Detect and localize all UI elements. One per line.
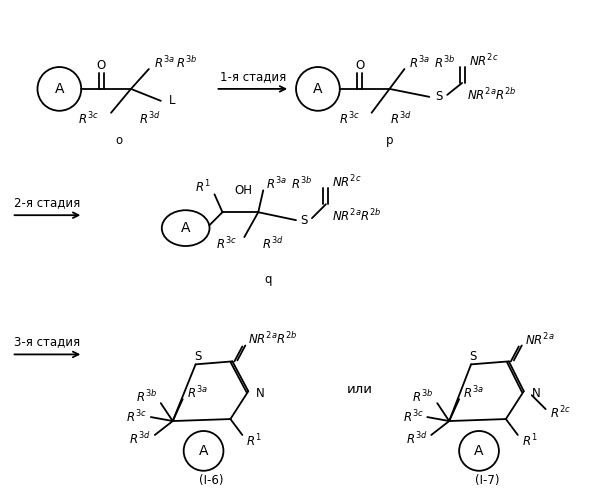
Text: S: S (470, 350, 477, 363)
Text: $R^{3a}$: $R^{3a}$ (410, 54, 430, 72)
Text: $R^{3d}$: $R^{3d}$ (129, 431, 151, 447)
Text: $R^{3d}$: $R^{3d}$ (262, 236, 284, 252)
Text: $NR^{2a}R^{2b}$: $NR^{2a}R^{2b}$ (467, 87, 516, 103)
Text: о: о (116, 134, 122, 147)
Text: A: A (199, 444, 208, 458)
Text: A: A (55, 82, 64, 96)
Text: OH: OH (235, 184, 252, 197)
Text: $R^{3a}$: $R^{3a}$ (463, 385, 484, 402)
Text: $R^{3b}$: $R^{3b}$ (291, 176, 312, 192)
Text: N: N (256, 386, 265, 400)
Text: 3-я стадия: 3-я стадия (15, 335, 81, 348)
Text: q: q (264, 274, 272, 286)
Text: $R^{3c}$: $R^{3c}$ (78, 110, 99, 127)
Text: $NR^{2a}$: $NR^{2a}$ (525, 331, 554, 348)
Text: $R^{3a}$: $R^{3a}$ (154, 54, 175, 72)
Text: $R^{2c}$: $R^{2c}$ (550, 405, 570, 421)
Text: $R^{3b}$: $R^{3b}$ (412, 389, 433, 405)
Text: $NR^{2a}R^{2b}$: $NR^{2a}R^{2b}$ (248, 332, 298, 347)
Text: $R^{3d}$: $R^{3d}$ (139, 111, 161, 126)
Text: $NR^{2c}$: $NR^{2c}$ (332, 174, 361, 190)
Text: $R^{3a}$: $R^{3a}$ (187, 385, 207, 402)
Text: $NR^{2a}R^{2b}$: $NR^{2a}R^{2b}$ (332, 208, 381, 224)
Text: $R^{3b}$: $R^{3b}$ (136, 389, 157, 405)
Text: N: N (531, 386, 541, 400)
Text: $R^{3c}$: $R^{3c}$ (339, 110, 360, 127)
Text: 2-я стадия: 2-я стадия (15, 196, 81, 209)
Text: $R^{3c}$: $R^{3c}$ (402, 409, 424, 426)
Text: $R^{3b}$: $R^{3b}$ (176, 55, 197, 71)
Text: S: S (300, 214, 307, 226)
Text: $R^{3b}$: $R^{3b}$ (435, 55, 455, 71)
Text: или: или (347, 382, 373, 396)
Text: $R^{3c}$: $R^{3c}$ (126, 409, 147, 426)
Text: (I-6): (I-6) (199, 474, 224, 487)
Text: р: р (386, 134, 393, 147)
Text: $R^{3d}$: $R^{3d}$ (406, 431, 427, 447)
Text: O: O (355, 58, 364, 71)
Text: $R^{3c}$: $R^{3c}$ (216, 236, 236, 252)
Text: S: S (194, 350, 201, 363)
Text: $R^{1}$: $R^{1}$ (522, 432, 538, 449)
Text: L: L (168, 94, 175, 108)
Text: A: A (313, 82, 322, 96)
Text: A: A (474, 444, 484, 458)
Text: $R^{1}$: $R^{1}$ (195, 179, 210, 196)
Text: $R^{1}$: $R^{1}$ (246, 432, 262, 449)
Text: $NR^{2c}$: $NR^{2c}$ (469, 53, 499, 70)
Text: 1-я стадия: 1-я стадия (220, 70, 287, 84)
Text: S: S (435, 90, 442, 104)
Text: A: A (181, 221, 190, 235)
Text: (I-7): (I-7) (474, 474, 499, 487)
Text: $R^{3d}$: $R^{3d}$ (390, 111, 411, 126)
Text: O: O (96, 58, 106, 71)
Text: $R^{3a}$: $R^{3a}$ (266, 176, 287, 192)
